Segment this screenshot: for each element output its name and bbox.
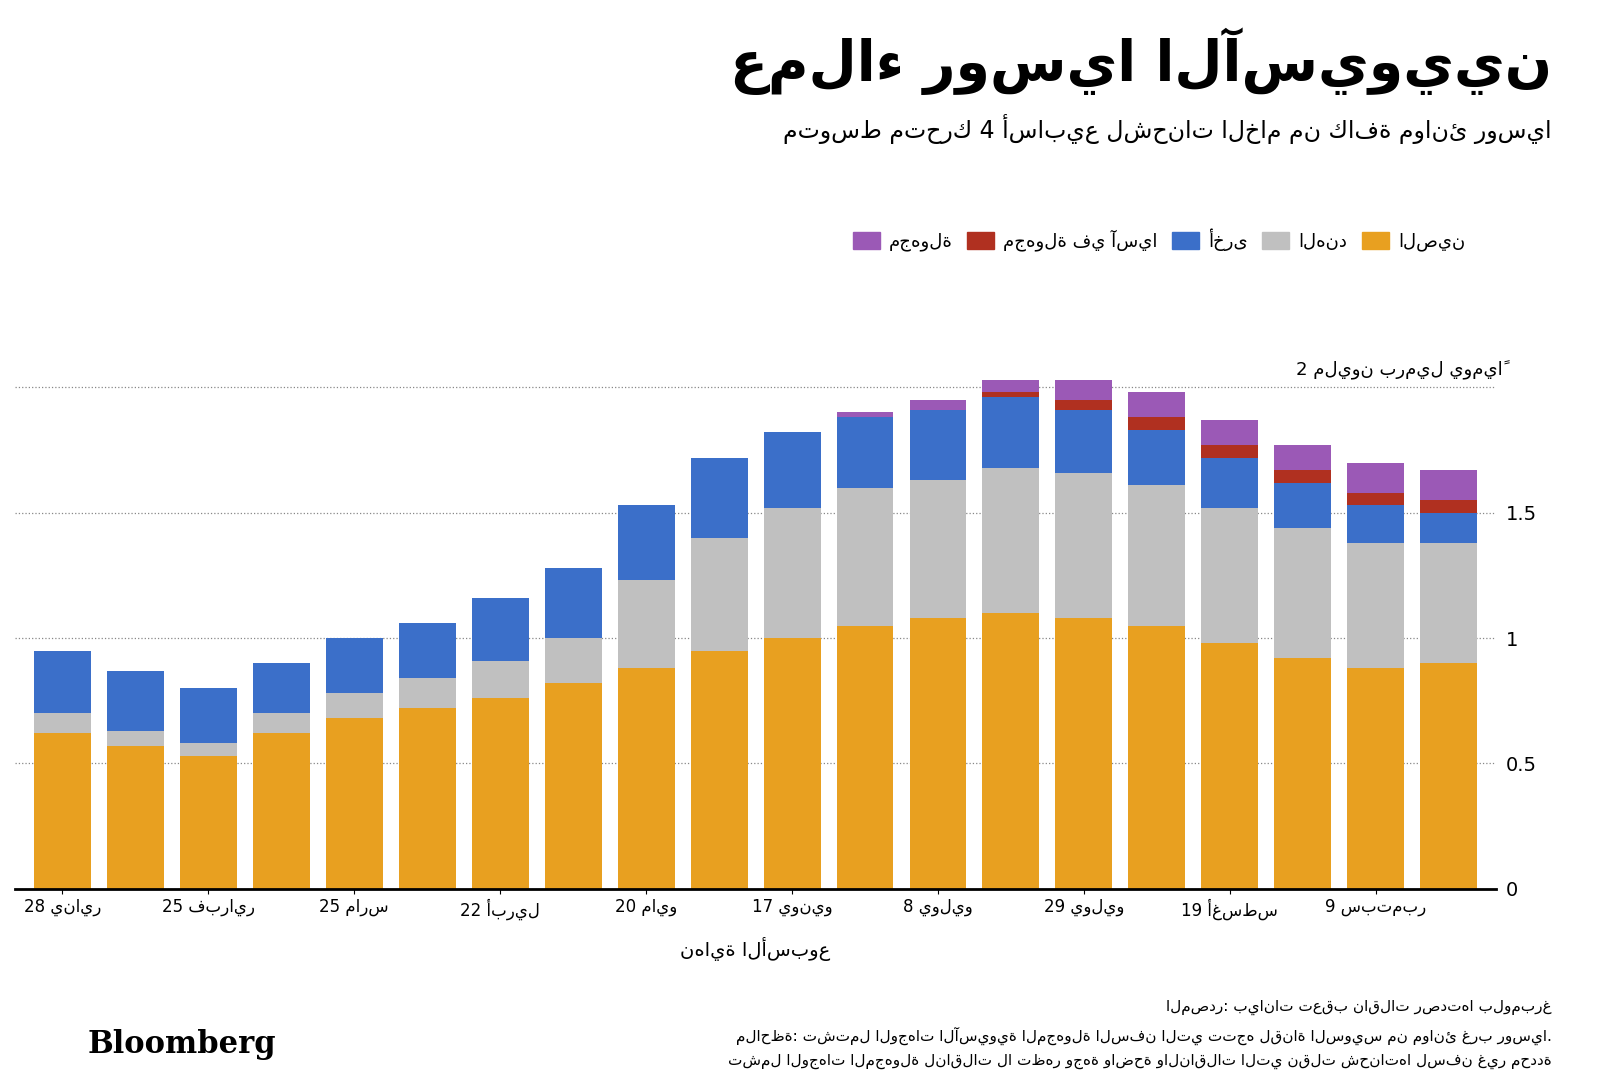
Bar [1202,507,1258,643]
Bar [1274,446,1331,470]
Bar [909,480,966,618]
Bar [1347,492,1405,505]
Bar [1128,417,1186,430]
Text: عملاء روسيا الآسيويين: عملاء روسيا الآسيويين [730,27,1552,94]
Bar [1274,528,1331,658]
Bar [179,756,237,889]
Text: المصدر: بيانات تعقب ناقلات رصدتها بلومبرغ: المصدر: بيانات تعقب ناقلات رصدتها بلومبر… [1166,999,1552,1015]
Bar [1056,618,1112,889]
Bar [1421,663,1477,889]
Text: ملاحظة: تشتمل الوجهات الآسيوية المجهولة السفن التي تتجه لقناة السويس من موانئ غر: ملاحظة: تشتمل الوجهات الآسيوية المجهولة … [736,1027,1552,1045]
Bar [1347,505,1405,543]
Bar [1421,513,1477,543]
Bar [691,538,747,650]
Bar [691,650,747,889]
Bar [1202,446,1258,457]
Bar [1202,643,1258,889]
Bar [544,568,602,638]
Bar [107,731,163,746]
Bar [472,598,528,660]
Bar [34,713,91,733]
Bar [1128,625,1186,889]
Bar [837,625,893,889]
Bar [107,671,163,731]
Bar [1347,543,1405,668]
Bar [837,412,893,417]
Bar [982,612,1040,889]
Bar [544,683,602,889]
Text: تشمل الوجهات المجهولة لناقلات لا تظهر وجهة واضحة والناقلات التي نقلت شحناتها لسف: تشمل الوجهات المجهولة لناقلات لا تظهر وج… [728,1054,1552,1069]
Bar [982,398,1040,467]
Bar [1056,400,1112,410]
Bar [34,733,91,889]
Bar [1056,473,1112,618]
Bar [982,379,1040,392]
Bar [472,660,528,698]
Bar [982,467,1040,612]
Bar [909,618,966,889]
Text: متوسط متحرك 4 أسابيع لشحنات الخام من كافة موانئ روسيا: متوسط متحرك 4 أسابيع لشحنات الخام من كاف… [784,114,1552,144]
Bar [179,744,237,756]
Bar [1274,658,1331,889]
Bar [691,457,747,538]
Bar [107,746,163,889]
Bar [1128,486,1186,625]
Bar [253,733,310,889]
Bar [1274,470,1331,482]
Bar [34,650,91,713]
Bar [1128,430,1186,486]
Bar [253,663,310,713]
Bar [909,400,966,410]
Bar [326,719,382,889]
Bar [472,698,528,889]
Bar [618,668,675,889]
Bar [618,505,675,580]
Bar [253,713,310,733]
Bar [763,507,821,638]
Bar [1274,482,1331,528]
Bar [1202,420,1258,446]
Bar [837,488,893,625]
Bar [1421,470,1477,500]
Bar [398,708,456,889]
Bar [398,679,456,708]
Bar [763,638,821,889]
Bar [763,433,821,507]
Bar [1347,668,1405,889]
Bar [1128,392,1186,417]
Bar [1421,500,1477,513]
Bar [909,410,966,480]
Bar [398,623,456,679]
Bar [544,638,602,683]
Bar [837,417,893,488]
X-axis label: نهاية الأسبوع: نهاية الأسبوع [680,937,830,960]
Bar [1056,410,1112,473]
Bar [326,638,382,693]
Bar [326,693,382,719]
Text: Bloomberg: Bloomberg [88,1029,277,1060]
Bar [1056,379,1112,400]
Bar [179,688,237,744]
Bar [1202,457,1258,507]
Bar [982,392,1040,398]
Bar [1347,463,1405,492]
Text: 2 مليون برميل يومياً: 2 مليون برميل يومياً [1296,361,1502,380]
Bar [618,580,675,668]
Bar [1421,543,1477,663]
Legend: مجهولة, مجهولة في آسيا, أخرى, الهند, الصين: مجهولة, مجهولة في آسيا, أخرى, الهند, الص… [845,221,1472,258]
